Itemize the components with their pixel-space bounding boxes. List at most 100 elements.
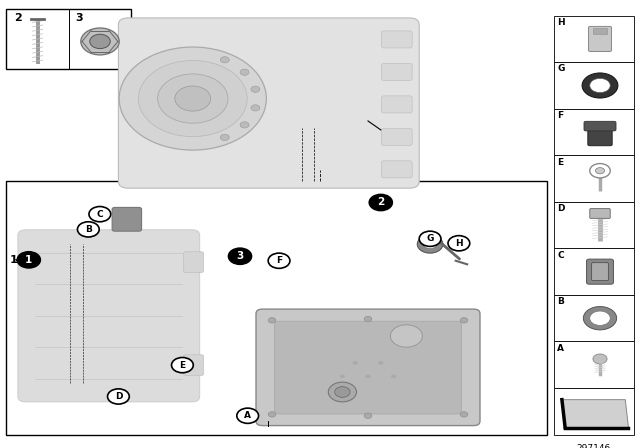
Circle shape <box>340 375 345 378</box>
Text: E: E <box>557 158 564 167</box>
Circle shape <box>251 105 260 111</box>
FancyBboxPatch shape <box>554 248 634 295</box>
Polygon shape <box>562 400 628 427</box>
Circle shape <box>240 122 249 128</box>
FancyBboxPatch shape <box>275 321 461 414</box>
Circle shape <box>268 253 290 268</box>
Text: 297146: 297146 <box>577 444 611 448</box>
FancyBboxPatch shape <box>381 63 412 80</box>
FancyBboxPatch shape <box>118 18 419 188</box>
Circle shape <box>108 389 129 404</box>
Circle shape <box>378 361 383 365</box>
Circle shape <box>17 252 40 268</box>
Circle shape <box>237 408 259 423</box>
Circle shape <box>240 69 249 75</box>
Circle shape <box>138 60 247 137</box>
Text: H: H <box>455 239 463 248</box>
Circle shape <box>364 316 372 322</box>
Text: G: G <box>557 65 565 73</box>
Circle shape <box>364 413 372 418</box>
Text: E: E <box>179 361 186 370</box>
FancyBboxPatch shape <box>589 26 612 52</box>
FancyBboxPatch shape <box>554 109 634 155</box>
Text: G: G <box>426 234 434 243</box>
Circle shape <box>228 248 252 264</box>
Circle shape <box>419 231 441 246</box>
Text: 3: 3 <box>76 13 83 22</box>
FancyBboxPatch shape <box>256 309 480 426</box>
Text: A: A <box>244 411 251 420</box>
Text: A: A <box>557 344 564 353</box>
FancyBboxPatch shape <box>184 355 204 375</box>
FancyBboxPatch shape <box>554 295 634 341</box>
FancyBboxPatch shape <box>554 202 634 248</box>
Text: F: F <box>557 111 564 120</box>
Circle shape <box>391 375 396 378</box>
Text: 3: 3 <box>236 251 244 261</box>
FancyBboxPatch shape <box>588 127 612 146</box>
Circle shape <box>251 86 260 92</box>
Circle shape <box>220 56 229 63</box>
Circle shape <box>582 73 618 98</box>
Circle shape <box>335 387 350 397</box>
Circle shape <box>172 358 193 373</box>
Text: 2: 2 <box>377 198 385 207</box>
FancyBboxPatch shape <box>112 207 141 231</box>
Circle shape <box>448 236 470 251</box>
FancyBboxPatch shape <box>584 121 616 131</box>
Text: D: D <box>557 204 565 213</box>
FancyBboxPatch shape <box>18 230 200 402</box>
Circle shape <box>119 47 266 150</box>
Text: H: H <box>557 18 565 27</box>
FancyBboxPatch shape <box>554 155 634 202</box>
Circle shape <box>417 235 443 253</box>
Circle shape <box>390 325 422 347</box>
FancyBboxPatch shape <box>554 62 634 109</box>
Circle shape <box>89 207 111 222</box>
Text: F: F <box>276 256 282 265</box>
FancyBboxPatch shape <box>184 252 204 272</box>
Circle shape <box>328 382 356 402</box>
FancyBboxPatch shape <box>554 341 634 388</box>
Circle shape <box>175 86 211 111</box>
Circle shape <box>460 412 468 417</box>
FancyBboxPatch shape <box>586 259 614 284</box>
Text: 1: 1 <box>25 255 33 265</box>
FancyBboxPatch shape <box>381 31 412 48</box>
Circle shape <box>584 306 617 330</box>
Text: 1: 1 <box>10 255 17 265</box>
FancyBboxPatch shape <box>591 263 609 280</box>
Text: D: D <box>115 392 122 401</box>
FancyBboxPatch shape <box>381 96 412 113</box>
Circle shape <box>81 28 119 55</box>
Circle shape <box>268 318 276 323</box>
Text: B: B <box>85 225 92 234</box>
Circle shape <box>365 375 371 378</box>
Text: B: B <box>557 297 564 306</box>
FancyBboxPatch shape <box>554 388 634 435</box>
Circle shape <box>369 194 392 211</box>
Circle shape <box>590 78 611 93</box>
Circle shape <box>590 311 611 325</box>
Text: C: C <box>557 250 564 260</box>
FancyBboxPatch shape <box>6 181 547 435</box>
Text: C: C <box>97 210 103 219</box>
FancyBboxPatch shape <box>6 9 131 69</box>
Text: 2: 2 <box>14 13 22 22</box>
FancyBboxPatch shape <box>381 161 412 178</box>
Circle shape <box>593 354 607 364</box>
FancyBboxPatch shape <box>554 16 634 62</box>
Circle shape <box>590 164 611 178</box>
Circle shape <box>220 134 229 141</box>
FancyBboxPatch shape <box>381 128 412 145</box>
FancyBboxPatch shape <box>590 208 611 218</box>
FancyBboxPatch shape <box>593 28 607 34</box>
Circle shape <box>424 240 436 249</box>
Circle shape <box>353 361 358 365</box>
Circle shape <box>90 34 110 48</box>
Circle shape <box>157 74 228 123</box>
Circle shape <box>268 412 276 417</box>
Circle shape <box>595 168 605 174</box>
Circle shape <box>460 318 468 323</box>
Circle shape <box>77 222 99 237</box>
